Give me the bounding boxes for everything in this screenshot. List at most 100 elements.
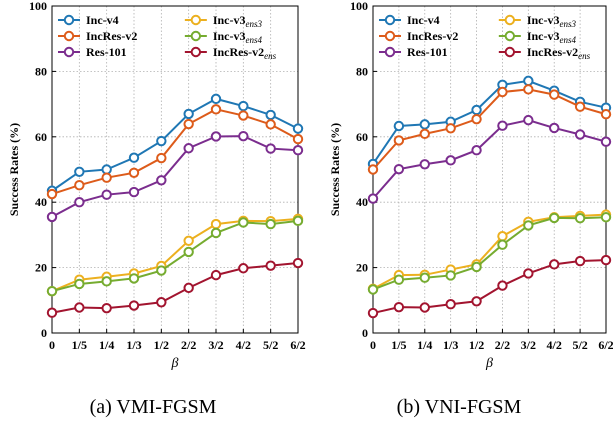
series-5	[46, 257, 304, 318]
legend-label: IncRes-v2ens	[213, 45, 277, 61]
x-tick-label: 3/2	[208, 338, 223, 352]
data-point	[210, 93, 222, 105]
x-tick-label: 1/4	[99, 338, 114, 352]
series-line	[372, 216, 607, 291]
x-tick-label: 2/2	[495, 338, 510, 352]
data-point	[74, 278, 85, 290]
data-point	[183, 143, 194, 154]
data-point	[549, 212, 560, 224]
x-tick-label: 5/2	[572, 338, 587, 352]
data-point	[156, 152, 167, 164]
data-point	[46, 211, 58, 223]
x-tick-label: 1/5	[72, 338, 87, 352]
y-tick-label: 100	[29, 0, 47, 13]
data-point	[101, 302, 112, 314]
y-tick-label: 40	[35, 195, 47, 209]
data-point	[523, 220, 534, 231]
data-point	[445, 123, 456, 134]
legend-label: Inc-v3ens4	[213, 29, 263, 45]
series-3	[367, 209, 612, 295]
caption-a: (a) VMI-FGSM	[89, 396, 217, 418]
x-tick-label: 1/4	[417, 338, 432, 352]
legend-label: IncRes-v2	[407, 29, 458, 43]
data-point	[367, 307, 379, 319]
data-point	[46, 307, 58, 318]
data-point	[367, 193, 379, 204]
data-point	[367, 284, 379, 295]
data-point	[210, 131, 222, 142]
series-line	[51, 135, 299, 218]
data-point	[128, 273, 140, 284]
data-point	[393, 120, 405, 132]
data-point	[419, 119, 430, 130]
data-point	[471, 296, 482, 307]
chart-panel-b: 0 20 40 60 80 100 0 1/5 1/4 1/3 1/2 2/2 3/2 4/2 5/2 6/2…	[328, 0, 613, 371]
data-point	[393, 301, 405, 313]
data-point	[265, 260, 276, 271]
legend-marker	[63, 46, 75, 58]
data-point	[46, 188, 58, 200]
data-point	[497, 231, 508, 242]
y-tick-label: 100	[350, 0, 368, 13]
legend-label: Inc-v3ens3	[527, 13, 577, 29]
data-point	[292, 215, 304, 227]
legend-label: Inc-v4	[86, 13, 119, 27]
series-line	[372, 259, 607, 315]
data-point	[497, 239, 508, 250]
data-point	[101, 164, 112, 175]
data-point	[471, 261, 482, 273]
legend-label: Inc-v4	[407, 13, 440, 27]
legend-label: Res-101	[86, 45, 127, 59]
data-point	[393, 135, 405, 146]
legend-label: Inc-v3ens4	[527, 29, 577, 45]
x-axis-label: β	[171, 356, 179, 371]
series-1	[46, 104, 304, 200]
legend-label: IncRes-v2ens	[527, 45, 591, 61]
data-point	[497, 86, 508, 98]
legend-marker	[384, 30, 396, 42]
x-tick-label: 1/5	[391, 338, 406, 352]
x-tick-label: 2/2	[181, 338, 196, 352]
series-4	[367, 212, 612, 295]
series-line	[51, 97, 299, 192]
data-point	[238, 130, 249, 142]
data-point	[238, 100, 249, 112]
y-tick-label: 0	[362, 326, 368, 340]
x-tick-label: 1/2	[469, 338, 484, 352]
series-2	[367, 114, 612, 204]
data-point	[156, 135, 167, 147]
series-line	[372, 88, 607, 171]
data-point	[393, 274, 405, 285]
legend-marker	[504, 46, 516, 58]
x-tick-label: 4/2	[547, 338, 562, 352]
x-tick-label: 1/3	[126, 338, 141, 352]
data-point	[497, 280, 508, 291]
legend-marker	[63, 30, 75, 42]
x-tick-label: 3/2	[521, 338, 536, 352]
series-4	[46, 215, 304, 297]
data-point	[210, 227, 222, 239]
series-5	[367, 254, 612, 319]
series-1	[367, 84, 612, 175]
data-point	[74, 179, 85, 191]
x-tick-label: 0	[49, 338, 55, 352]
series-line	[51, 108, 299, 195]
series-line	[372, 213, 607, 290]
data-point	[74, 166, 85, 177]
data-point	[210, 104, 222, 115]
data-point	[419, 159, 430, 170]
data-point	[210, 218, 222, 230]
data-point	[523, 75, 534, 87]
data-point	[445, 299, 456, 310]
data-point	[549, 259, 560, 270]
data-point	[574, 129, 586, 140]
data-point	[128, 167, 140, 178]
data-point	[183, 108, 194, 120]
data-point	[156, 297, 167, 308]
data-point	[367, 164, 379, 175]
data-point	[523, 268, 534, 279]
data-point	[183, 282, 194, 294]
data-point	[445, 270, 456, 281]
series-line	[372, 119, 607, 200]
data-point	[445, 155, 456, 166]
